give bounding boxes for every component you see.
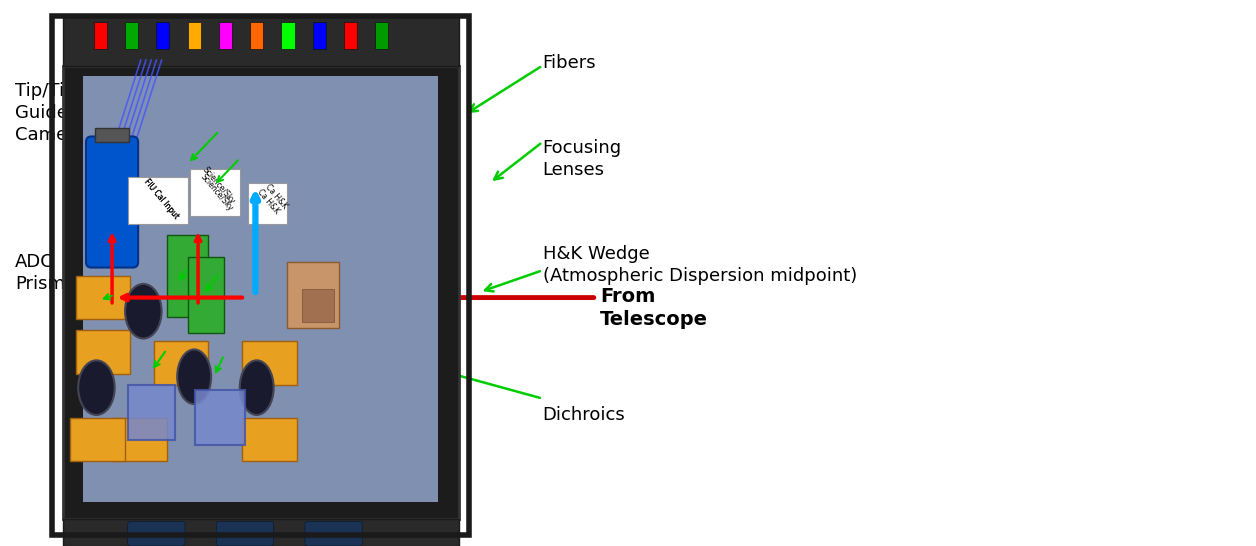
Text: From
Telescope: From Telescope (600, 287, 708, 329)
FancyBboxPatch shape (216, 521, 274, 546)
Ellipse shape (126, 284, 162, 339)
Ellipse shape (240, 360, 274, 415)
Bar (95, 128, 129, 142)
Text: Tip/Tilt
Guide
Camera: Tip/Tilt Guide Camera (15, 82, 85, 144)
Text: FIU Cal Input: FIU Cal Input (142, 177, 181, 221)
Bar (376, 22, 388, 49)
FancyBboxPatch shape (286, 262, 339, 328)
FancyBboxPatch shape (112, 418, 167, 461)
Bar (63, 66, 458, 519)
Text: Science/Sky: Science/Sky (201, 165, 237, 206)
Bar (303, 289, 334, 322)
Bar (94, 22, 107, 49)
Text: Ca H&K: Ca H&K (264, 182, 289, 211)
FancyBboxPatch shape (70, 418, 126, 461)
FancyBboxPatch shape (242, 341, 298, 385)
Bar (187, 22, 201, 49)
FancyBboxPatch shape (128, 521, 185, 546)
FancyBboxPatch shape (190, 169, 240, 216)
Bar (63, 519, 458, 546)
Text: H&K Wedge
(Atmospheric Dispersion midpoint): H&K Wedge (Atmospheric Dispersion midpoi… (543, 245, 857, 285)
FancyBboxPatch shape (128, 385, 175, 440)
FancyBboxPatch shape (75, 276, 131, 319)
Bar (83, 76, 438, 502)
Bar (187, 257, 224, 333)
Text: ADC
Prisms: ADC Prisms (15, 253, 74, 293)
Bar (250, 22, 264, 49)
FancyBboxPatch shape (85, 136, 138, 268)
Bar (344, 22, 357, 49)
Text: Focusing
Lenses: Focusing Lenses (543, 139, 622, 180)
FancyBboxPatch shape (128, 177, 187, 224)
Bar (281, 22, 294, 49)
Bar (63, 16, 458, 535)
Ellipse shape (177, 349, 211, 404)
Text: Science/Sky: Science/Sky (198, 172, 235, 212)
Text: FIU Cal Input: FIU Cal Input (142, 177, 181, 221)
Bar (126, 22, 138, 49)
Text: Fibers: Fibers (543, 54, 597, 72)
Bar (156, 22, 170, 49)
Text: Ca H&K: Ca H&K (256, 188, 281, 216)
Bar (313, 22, 325, 49)
FancyBboxPatch shape (75, 330, 131, 374)
Bar (63, 16, 458, 66)
FancyBboxPatch shape (242, 418, 298, 461)
Ellipse shape (78, 360, 114, 415)
FancyBboxPatch shape (196, 390, 245, 445)
FancyBboxPatch shape (305, 521, 362, 546)
FancyBboxPatch shape (247, 183, 286, 224)
FancyBboxPatch shape (153, 341, 208, 385)
Bar (219, 22, 232, 49)
Bar (167, 235, 208, 317)
Text: Dichroics: Dichroics (543, 406, 625, 424)
